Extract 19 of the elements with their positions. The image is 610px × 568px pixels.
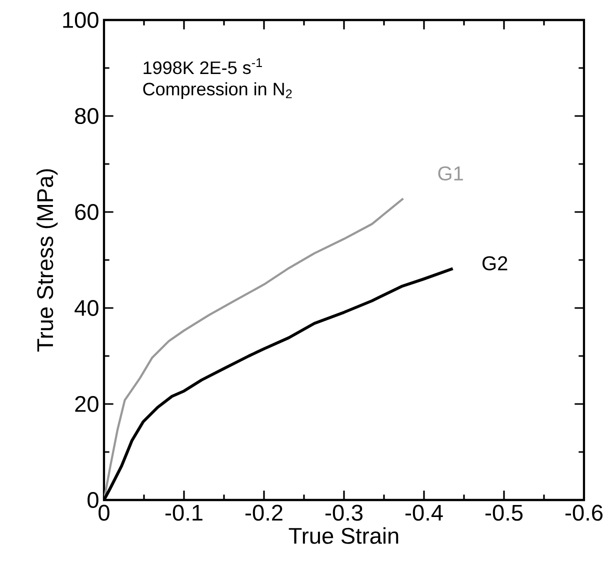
y-tick-label: 60	[75, 204, 98, 220]
x-tick-label: -0.4	[405, 504, 443, 521]
x-tick-label: -0.3	[325, 504, 363, 521]
x-tick-label: -0.2	[245, 504, 282, 521]
series-label: G2	[482, 256, 508, 270]
x-tick-label: 0	[98, 504, 110, 521]
y-tick-label: 20	[75, 396, 98, 412]
annotation: Compression in N$_{2}$	[143, 82, 292, 100]
y-tick-label: 0	[88, 492, 98, 508]
annotation: 1998K 2E-5 s$^{-1}$	[144, 58, 262, 74]
x-tick-label: -0.1	[165, 504, 202, 521]
y-tick-label: 40	[74, 300, 98, 316]
y-tick-label: 80	[75, 108, 98, 124]
x-axis-title: True Strain	[288, 527, 398, 544]
series-label: G1	[438, 166, 463, 181]
y-axis-title: True Stress (MPa)	[36, 169, 58, 352]
x-tick-label: -0.5	[485, 504, 523, 521]
y-tick-label: 100	[63, 12, 98, 28]
x-tick-label: -0.6	[565, 504, 603, 521]
